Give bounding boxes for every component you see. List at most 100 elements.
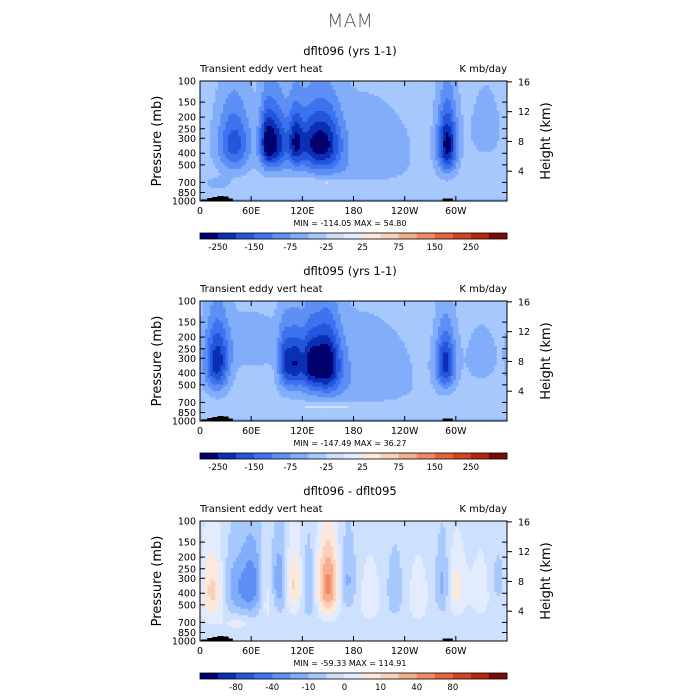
colorbar-swatch: [200, 233, 219, 239]
y-tick-label: 500: [178, 160, 196, 171]
y-tick-label: 200: [178, 333, 196, 344]
chart-title: dflt096 (yrs 1-1): [303, 44, 397, 58]
chart-panel-3: dflt096 - dflt095 Transient eddy vert hea…: [150, 484, 554, 693]
x-tick-label: 60W: [445, 646, 467, 657]
y-tick-label: 200: [178, 553, 196, 564]
colorbar-tick-label: -150: [245, 243, 264, 253]
topography-mark: [222, 416, 229, 421]
x-tick-label: 120E: [290, 206, 314, 217]
colorbar-tick-label: 0: [342, 683, 347, 693]
height-tick-label: 4: [518, 167, 524, 178]
colorbar-tick-label: 250: [463, 463, 479, 473]
y-tick-label: 850: [178, 628, 196, 639]
colorbar-swatch: [308, 233, 327, 239]
min-max-stats: MIN = -114.05 MAX = 54.80: [293, 219, 406, 228]
colorbar: -250 -150 -75 -25 25 75 150 250: [199, 232, 508, 253]
colorbar-swatch: [452, 233, 472, 239]
page-title: MAM: [0, 10, 700, 32]
y-tick-label: 400: [178, 149, 196, 160]
x-tick-label: 120W: [391, 426, 419, 437]
chart-panel-1: dflt096 (yrs 1-1) Transient eddy vert hea…: [150, 44, 554, 253]
x-tick-label: 0: [197, 426, 203, 437]
colorbar-tick-label: 75: [393, 463, 404, 473]
x-tick-label: 60W: [445, 206, 467, 217]
y-tick-label: 100: [178, 297, 196, 308]
topography-mark: [217, 196, 224, 201]
contour-field: [200, 521, 507, 641]
colorbar-swatch: [434, 673, 454, 679]
colorbar-tick-label: -75: [283, 463, 297, 473]
y-tick-label: 1000: [172, 637, 196, 648]
topography-mark: [201, 199, 208, 201]
colorbar-swatch: [254, 453, 273, 459]
x-tick-label: 120E: [290, 646, 314, 657]
colorbar-swatch: [380, 673, 399, 679]
colorbar-swatch: [362, 673, 381, 679]
colorbar-swatch: [344, 673, 363, 679]
colorbar-swatch: [362, 453, 381, 459]
y-tick-label: 250: [178, 344, 196, 355]
colorbar-swatch: [398, 453, 418, 459]
height-tick-label: 12: [518, 107, 530, 118]
topography-mark: [212, 197, 219, 201]
y-tick-label: 250: [178, 564, 196, 575]
x-tick-label: 120W: [391, 646, 419, 657]
colorbar-tick-label: 150: [427, 243, 443, 253]
topography-mark: [446, 418, 453, 421]
colorbar-swatch: [254, 673, 273, 679]
colorbar-swatch: [308, 673, 327, 679]
y-axis-label-right: Height (km): [539, 322, 554, 399]
colorbar-tick-label: 250: [463, 243, 479, 253]
colorbar-swatch: [470, 233, 490, 239]
colorbar-swatch: [308, 453, 327, 459]
colorbar: -250 -150 -75 -25 25 75 150 250: [199, 452, 508, 473]
y-axis-label-right: Height (km): [539, 542, 554, 619]
colorbar-tick-label: 25: [357, 463, 368, 473]
x-tick-label: 120W: [391, 206, 419, 217]
x-tick-label: 0: [197, 206, 203, 217]
colorbar-swatch: [326, 453, 345, 459]
y-tick-label: 850: [178, 188, 196, 199]
min-max-stats: MIN = -147.49 MAX = 36.27: [293, 439, 406, 448]
x-tick-label: 60E: [242, 206, 260, 217]
y-tick-label: 300: [178, 574, 196, 585]
chart-subtitle-left: Transient eddy vert heat: [199, 284, 323, 295]
y-tick-label: 850: [178, 408, 196, 419]
colorbar: -80 -40 -10 0 10 40 80: [199, 672, 508, 693]
colorbar-swatch: [488, 233, 508, 239]
topography-mark: [217, 416, 224, 421]
topography-mark: [201, 419, 208, 421]
chart-units: K mb/day: [459, 64, 507, 75]
colorbar-swatch: [344, 233, 363, 239]
height-tick-label: 12: [518, 327, 530, 338]
colorbar-swatch: [416, 233, 436, 239]
height-tick-label: 4: [518, 607, 524, 618]
colorbar-swatch: [200, 673, 219, 679]
topography-mark: [217, 636, 224, 641]
chart-units: K mb/day: [459, 504, 507, 515]
contour-field: [200, 301, 507, 421]
x-tick-label: 60E: [242, 646, 260, 657]
colorbar-swatch: [452, 453, 472, 459]
colorbar-swatch: [218, 673, 237, 679]
colorbar-swatch: [236, 673, 255, 679]
topography-mark: [222, 636, 229, 641]
height-tick-label: 16: [518, 77, 530, 88]
colorbar-tick-label: -250: [208, 243, 227, 253]
colorbar-swatch: [290, 233, 309, 239]
colorbar-swatch: [290, 453, 309, 459]
x-tick-label: 60W: [445, 426, 467, 437]
colorbar-swatch: [272, 453, 291, 459]
y-tick-label: 100: [178, 77, 196, 88]
colorbar-swatch: [416, 673, 436, 679]
colorbar-swatch: [398, 673, 418, 679]
y-tick-label: 150: [178, 318, 196, 329]
colorbar-tick-label: 40: [411, 683, 422, 693]
topography-mark: [207, 418, 214, 421]
topography-mark: [212, 637, 219, 641]
colorbar-swatch: [200, 453, 219, 459]
y-tick-label: 700: [178, 398, 196, 409]
y-tick-label: 300: [178, 134, 196, 145]
